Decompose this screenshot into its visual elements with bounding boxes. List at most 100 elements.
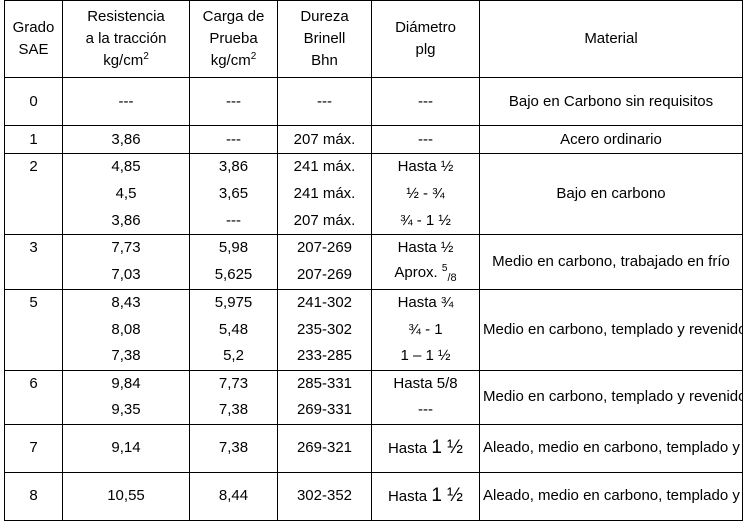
header-material: Material <box>479 0 743 78</box>
cell-dureza: 207 máx. <box>277 207 372 235</box>
cell-carga: --- <box>189 125 278 154</box>
cell-carga: 3,65 <box>189 180 278 208</box>
cell-grado: 0 <box>4 77 63 126</box>
diametro-value: 1 ½ <box>431 484 464 506</box>
cell-dureza: 235-302 <box>277 316 372 343</box>
cell-material: Medio en carbono, templado y revenido <box>479 369 743 425</box>
table-row: 9,35 7,38 269-331 --- <box>4 397 743 424</box>
cell-resistencia: 7,38 <box>62 343 190 370</box>
cell-material: Acero ordinario <box>479 125 743 154</box>
cell-dureza: 302-352 <box>277 471 372 521</box>
cell-material: Bajo en carbono <box>479 153 743 235</box>
cell-carga: 8,44 <box>189 471 278 521</box>
cell-grado <box>4 207 63 235</box>
table-row: 3 7,73 5,98 207-269 Hasta ½ Medio en car… <box>4 234 743 290</box>
cell-resistencia: 10,55 <box>62 471 190 521</box>
cell-grado: 3 <box>4 234 63 262</box>
cell-diametro: --- <box>371 397 480 424</box>
cell-resistencia: 4,85 <box>62 153 190 181</box>
cell-resistencia: 9,14 <box>62 423 190 472</box>
table-row: 4,5 3,65 241 máx. ½ - ¾ <box>4 180 743 208</box>
cell-diametro: 1 – 1 ½ <box>371 343 480 370</box>
cell-diametro: --- <box>371 77 480 126</box>
diametro-prefix: Hasta <box>387 439 432 457</box>
cell-diametro: --- <box>371 125 480 154</box>
cell-dureza: 241 máx. <box>277 180 372 208</box>
cell-material: Bajo en Carbono sin requisitos <box>479 77 743 126</box>
cell-dureza: 269-331 <box>277 397 372 424</box>
header-dureza-line3: Bhn <box>311 52 338 69</box>
header-diametro: Diámetro plg <box>371 0 480 78</box>
cell-grado <box>4 316 63 343</box>
cell-diametro: Hasta ½ <box>371 153 480 181</box>
cell-carga: 5,48 <box>189 316 278 343</box>
cell-resistencia: 4,5 <box>62 180 190 208</box>
table-row: 1 3,86 --- 207 máx. --- Acero ordinario <box>4 125 743 154</box>
cell-resistencia: 9,84 <box>62 369 190 397</box>
header-grado-line1: Grado <box>12 19 55 36</box>
header-resistencia-line2: a la tracción <box>85 30 167 47</box>
cell-diametro: Hasta 5/8 <box>371 369 480 397</box>
table-row: 5 8,43 5,975 241-302 Hasta ¾ Medio en ca… <box>4 288 743 371</box>
cell-carga: 5,975 <box>189 288 278 316</box>
cell-grado: 6 <box>4 369 63 397</box>
cell-grado <box>4 261 63 289</box>
header-row: Grado SAE Resistencia a la tracción kg/c… <box>4 0 743 78</box>
cell-dureza: --- <box>277 77 372 126</box>
cell-dureza: 233-285 <box>277 343 372 370</box>
cell-resistencia: --- <box>62 77 190 126</box>
cell-carga: 7,73 <box>189 369 278 397</box>
table-row: 8 10,55 8,44 302-352 Hasta 1 ½ Aleado, m… <box>4 471 743 521</box>
header-resistencia-unit-exp: 2 <box>143 51 149 62</box>
cell-material: Aleado, medio en carbono, templado y rev… <box>479 471 743 521</box>
cell-dureza: 241-302 <box>277 288 372 316</box>
header-carga-unit-exp: 2 <box>250 51 257 62</box>
cell-grado: 2 <box>4 153 63 181</box>
header-grado-line2: SAE <box>18 41 49 58</box>
cell-carga: 7,38 <box>189 397 278 424</box>
table-row: 7,03 5,625 207-269 Aprox. 5/8 <box>4 261 743 289</box>
header-carga-unit-base: kg/cm <box>210 52 251 69</box>
table-row: 2 4,85 3,86 241 máx. Hasta ½ Bajo en car… <box>4 153 743 235</box>
header-resistencia-line1: Resistencia <box>87 8 165 25</box>
cell-dureza: 207-269 <box>277 261 372 289</box>
header-carga-line1: Carga de <box>202 8 265 25</box>
cell-diametro: Aprox. 5/8 <box>371 261 480 289</box>
cell-material: Medio en carbono, trabajado en frío <box>479 234 743 290</box>
cell-carga: --- <box>189 207 278 235</box>
cell-resistencia: 3,86 <box>62 207 190 235</box>
header-carga-unit: kg/cm2 <box>193 50 274 72</box>
cell-material: Medio en carbono, templado y revenido <box>479 288 743 371</box>
diametro-prefix: Aprox. <box>394 263 442 281</box>
cell-resistencia: 7,03 <box>62 261 190 289</box>
cell-diametro: ½ - ¾ <box>371 180 480 208</box>
cell-grado: 7 <box>4 423 63 472</box>
diametro-prefix: Hasta <box>387 487 432 505</box>
cell-carga: 5,2 <box>189 343 278 370</box>
header-resistencia-unit-base: kg/cm <box>103 52 144 69</box>
cell-grado: 5 <box>4 288 63 316</box>
header-resistencia: Resistencia a la tracción kg/cm2 <box>62 0 190 78</box>
diametro-value: 1 ½ <box>431 436 464 458</box>
cell-grado: 1 <box>4 125 63 154</box>
table-row: 8,08 5,48 235-302 ¾ - 1 <box>4 316 743 343</box>
cell-carga: 3,86 <box>189 153 278 181</box>
cell-grado <box>4 397 63 424</box>
cell-carga: --- <box>189 77 278 126</box>
cell-resistencia: 3,86 <box>62 125 190 154</box>
cell-dureza: 207 máx. <box>277 125 372 154</box>
cell-dureza: 269-321 <box>277 423 372 472</box>
cell-material: Aleado, medio en carbono, templado y rev… <box>479 423 743 473</box>
cell-diametro: Hasta ¾ <box>371 288 480 316</box>
header-diametro-line2: plg <box>415 41 436 58</box>
header-dureza-line2: Brinell <box>303 30 346 47</box>
cell-diametro: ¾ - 1 <box>371 316 480 343</box>
cell-dureza: 207-269 <box>277 234 372 262</box>
header-diametro-line1: Diámetro <box>395 19 456 36</box>
cell-resistencia: 8,08 <box>62 316 190 343</box>
header-carga: Carga de Prueba kg/cm2 <box>189 0 278 78</box>
cell-grado <box>4 343 63 370</box>
cell-resistencia: 7,73 <box>62 234 190 262</box>
table-row: 7,38 5,2 233-285 1 – 1 ½ <box>4 343 743 370</box>
